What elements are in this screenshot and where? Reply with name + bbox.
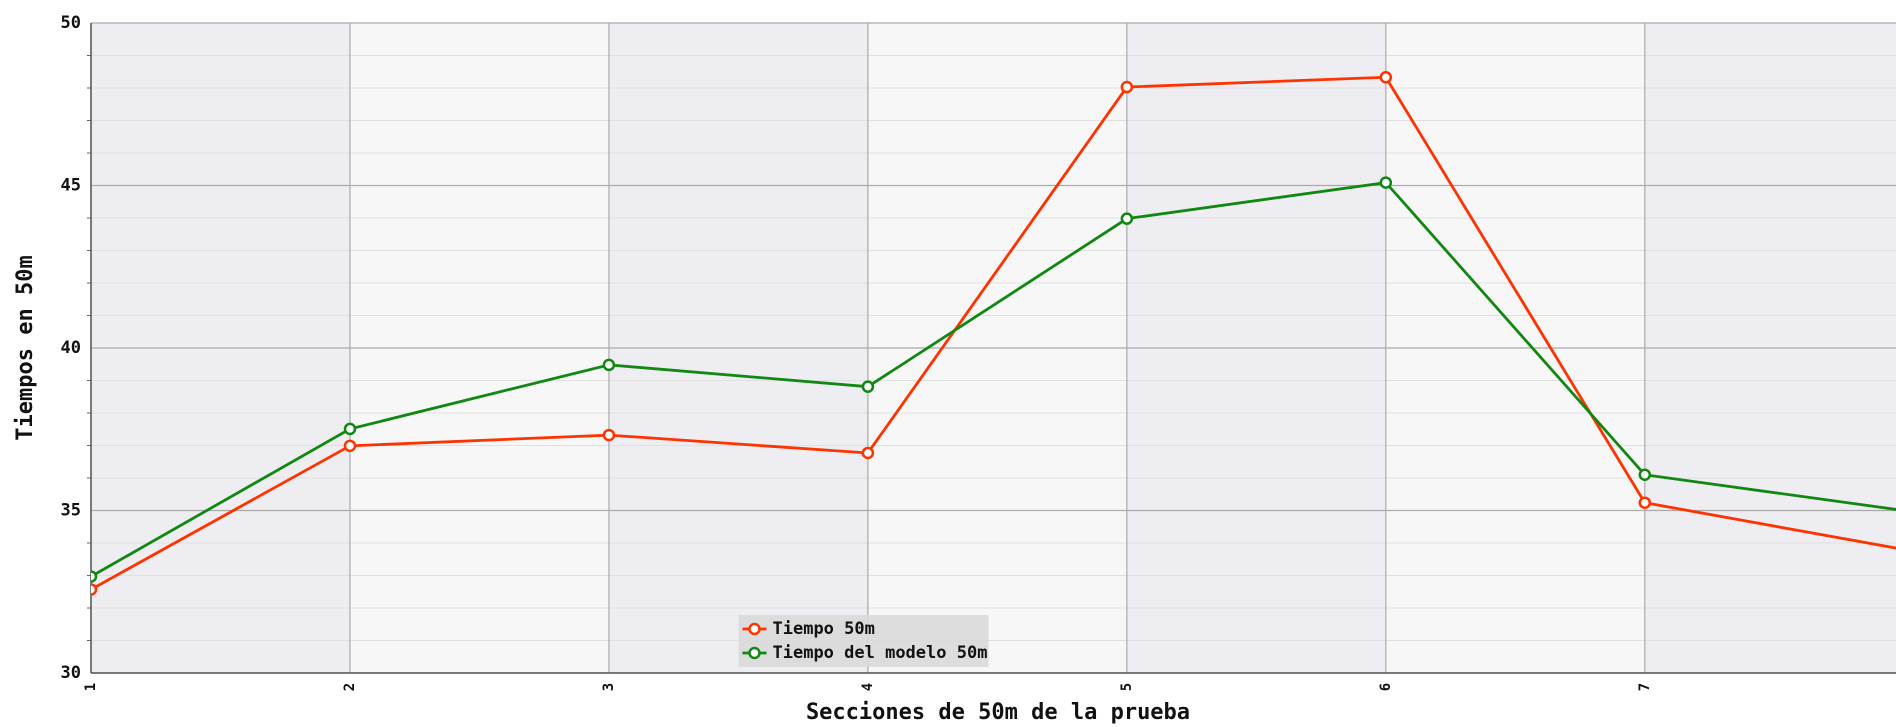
point	[861, 380, 875, 393]
y-tick-label: 35	[61, 501, 81, 521]
legend-label: Tiempo 50m	[773, 619, 875, 639]
x-tick-label: 4	[860, 683, 876, 691]
x-tick-label: 3	[601, 683, 617, 691]
x-axis-label: Secciones de 50m de la prueba	[806, 700, 1190, 725]
legend-label: Tiempo del modelo 50m	[773, 643, 988, 663]
point	[91, 570, 98, 583]
point	[343, 422, 357, 436]
y-tick-label: 40	[61, 338, 81, 358]
y-tick-label: 50	[61, 13, 81, 33]
legend-marker	[748, 646, 761, 660]
legend-box	[738, 615, 989, 667]
y-tick-label: 30	[61, 663, 81, 683]
point	[1120, 212, 1134, 225]
point	[861, 446, 875, 460]
point	[1120, 80, 1134, 94]
x-tick-label: 7	[1637, 683, 1653, 691]
point	[1638, 468, 1652, 481]
point	[602, 428, 616, 442]
y-tick-label: 45	[61, 176, 81, 196]
y-axis-label: Tiempos en 50m	[13, 255, 38, 440]
x-tick-label: 2	[342, 683, 358, 691]
x-tick-label: 5	[1119, 683, 1135, 691]
point	[1638, 496, 1652, 509]
point	[602, 358, 616, 372]
point	[1379, 71, 1393, 84]
series-line	[91, 181, 1896, 578]
x-tick-label: 1	[83, 683, 99, 691]
point	[343, 439, 357, 453]
x-tick-label: 6	[1378, 683, 1394, 691]
point	[91, 583, 98, 596]
series-line	[91, 75, 1896, 591]
point	[1379, 176, 1393, 189]
legend-marker	[748, 622, 761, 636]
